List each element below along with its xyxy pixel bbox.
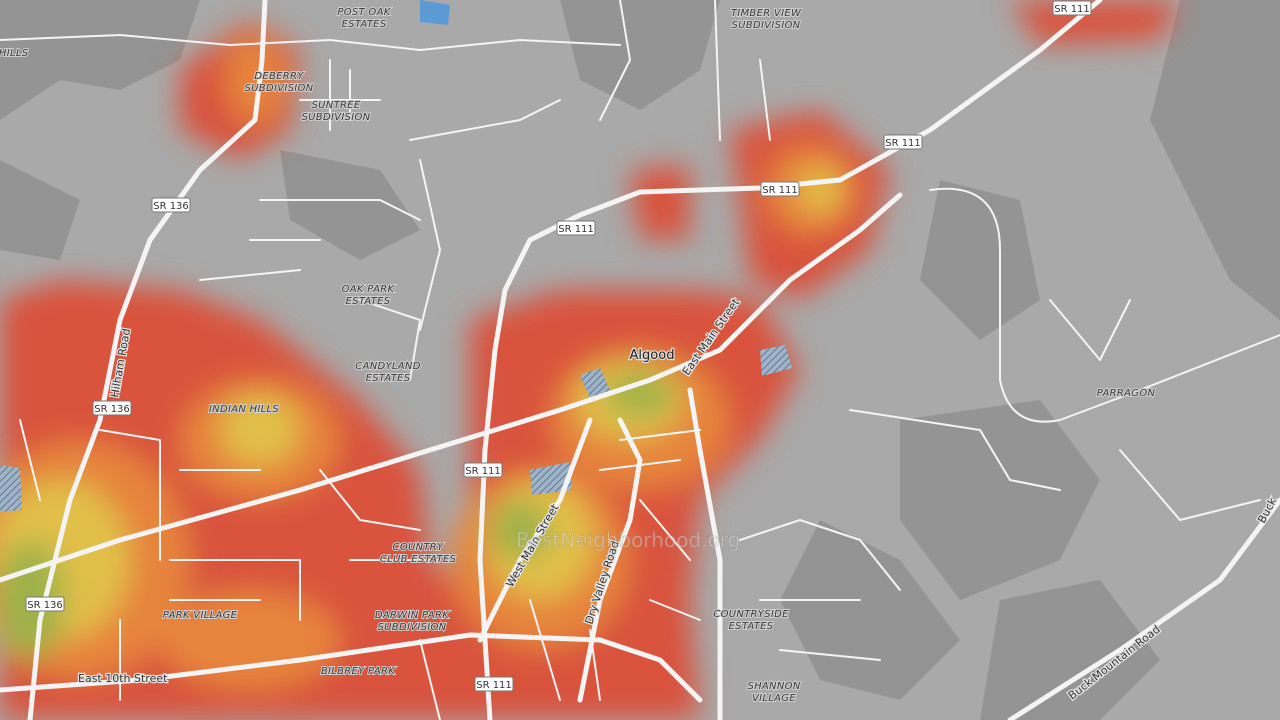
label-line: ESTATES [346,296,391,307]
place-label: BILBREY PARK [321,666,396,677]
label-line: CANDYLAND [355,361,420,372]
place-label: PARK VILLAGE [163,610,238,621]
route-shield: SR 111 [883,134,923,150]
shield-box [1052,0,1092,16]
shield-box [883,134,923,150]
shield-label: SR 111 [476,680,512,691]
shield-label: SR 136 [153,201,189,212]
label-line: ESTATES [366,373,411,384]
place-label: COUNTRY CLUB ESTATES [380,542,457,565]
route-shield: SR 111 [1052,0,1092,16]
label-line: SUBDIVISION [732,20,801,31]
place-label: CANDYLAND ESTATES [355,361,420,384]
shield-box [474,676,514,692]
label-line: SUNTREE [312,100,361,111]
place-label: COUNTRYSIDE ESTATES [713,609,789,632]
shield-label: SR 111 [762,185,798,196]
route-shield: SR 111 [556,220,596,236]
route-shield: SR 111 [474,676,514,692]
lake [420,0,450,25]
label-line: VILLAGE [752,693,796,704]
shield-box [92,400,132,416]
label-line: OAK PARK [342,284,396,295]
shield-box [463,462,503,478]
route-shield: SR 136 [25,596,65,612]
shield-label: SR 111 [1054,4,1090,15]
label-line: SHANNON [747,681,800,692]
watermark: BestNeighborhood.org [516,528,740,552]
label-line: SUBDIVISION [302,112,371,123]
town-label: Algood [630,348,675,363]
shield-box [556,220,596,236]
label-line: COUNTRYSIDE [713,609,789,620]
shield-label: SR 136 [94,404,130,415]
shield-box [760,181,800,197]
place-label: SHANNON VILLAGE [747,681,800,704]
place-label: INDIAN HILLS [209,404,279,415]
shield-label: SR 111 [885,138,921,149]
label-line: SUBDIVISION [245,83,314,94]
place-label: OAK PARK ESTATES [342,284,396,307]
route-shield: SR 136 [92,400,132,416]
shield-label: SR 136 [27,600,63,611]
place-labels: POST OAK ESTATES TIMBER VIEW SUBDIVISION D… [0,6,1156,705]
place-label: SUNTREE SUBDIVISION [302,100,371,123]
shield-label: SR 111 [465,466,501,477]
label-line: ESTATES [729,621,774,632]
label-line: TIMBER VIEW [731,8,802,19]
street-label: East 10th Street [78,672,168,685]
label-line: SUBDIVISION [378,622,447,633]
label-line: DEBERRY [254,71,304,82]
place-label: DARWIN PARK SUBDIVISION [375,610,450,633]
shield-box [151,197,191,213]
shield-box [25,596,65,612]
route-shield: SR 111 [463,462,503,478]
route-shield: SR 111 [760,181,800,197]
label-line: ESTATES [342,19,387,30]
route-shield: SR 136 [151,197,191,213]
place-label: DEBERRY SUBDIVISION [245,71,314,94]
place-label: POST OAK ESTATES [337,7,391,30]
label-line: POST OAK [337,7,391,18]
shield-label: SR 111 [558,224,594,235]
route-shields: SR 111 SR 111 SR 111 SR 111 SR 111 SR 111 SR 1… [25,0,1092,692]
place-label: PARRAGON [1097,388,1156,399]
place-label: TIMBER VIEW SUBDIVISION [731,8,802,31]
label-line: COUNTRY [393,542,445,553]
water [0,345,792,512]
label-line: CLUB ESTATES [380,554,457,565]
label-line: DARWIN PARK [375,610,450,621]
place-label: N HILLS [0,48,29,59]
